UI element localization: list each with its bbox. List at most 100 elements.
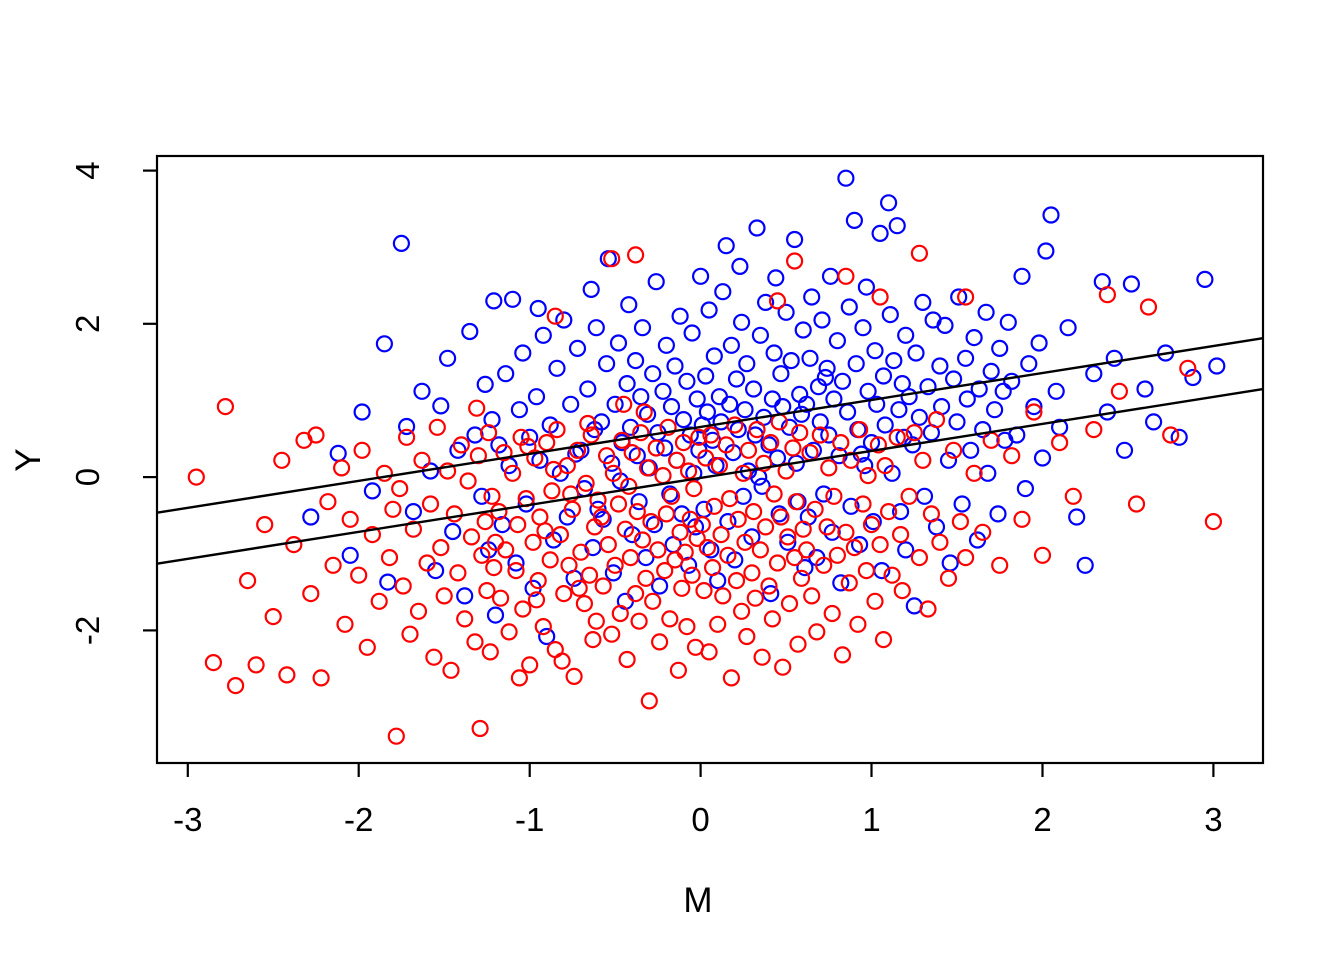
data-point [579, 414, 597, 433]
data-point [890, 401, 908, 419]
data-point [524, 533, 542, 551]
data-point [649, 541, 667, 559]
data-point [1020, 355, 1038, 373]
data-point [1115, 441, 1134, 459]
data-point [1144, 413, 1163, 431]
data-point [700, 301, 718, 319]
data-point [683, 566, 701, 584]
data-point [227, 676, 245, 695]
data-point [868, 395, 886, 413]
data-point [1003, 447, 1021, 465]
data-point [647, 439, 665, 457]
data-point [956, 288, 975, 306]
data-point [801, 349, 819, 367]
data-point [736, 401, 754, 419]
data-point [428, 418, 446, 436]
data-point [626, 246, 645, 264]
data-point [555, 311, 573, 329]
data-point [626, 584, 645, 603]
data-point [847, 355, 865, 373]
data-point [1030, 334, 1048, 352]
data-point [719, 546, 737, 564]
x-axis: -3 -2 -1 0 1 2 3 [173, 763, 1223, 838]
data-point [615, 395, 633, 413]
data-point [806, 500, 824, 518]
data-point [568, 441, 587, 459]
data-point [1179, 359, 1197, 377]
data-point [825, 487, 843, 505]
data-point [674, 434, 693, 452]
data-point [944, 441, 963, 459]
data-point [994, 382, 1012, 400]
data-point [879, 503, 898, 521]
data-point [478, 581, 496, 600]
data-point [722, 336, 741, 354]
data-point [1110, 382, 1129, 400]
data-point [962, 441, 980, 459]
data-point [729, 510, 747, 528]
data-point [678, 617, 696, 636]
y-tick-label: 2 [69, 315, 106, 333]
data-point [791, 424, 809, 442]
data-point [536, 522, 554, 540]
data-point [970, 380, 988, 398]
data-point [632, 388, 650, 406]
data-point [462, 528, 481, 546]
data-point [384, 500, 402, 518]
data-point [985, 401, 1004, 419]
data-point [897, 326, 915, 344]
data-point [656, 439, 674, 457]
data-point [751, 326, 770, 344]
data-point [594, 577, 612, 595]
data-point [503, 464, 522, 482]
y-axis-label: Y [9, 448, 48, 471]
data-point [871, 535, 889, 554]
data-point [857, 561, 876, 580]
data-point [635, 403, 653, 421]
data-point [358, 638, 376, 656]
data-point [956, 548, 975, 567]
data-point [485, 292, 503, 310]
data-point [837, 267, 855, 285]
data-point [538, 434, 556, 452]
data-point [763, 390, 782, 408]
data-point [650, 577, 669, 595]
data-point [1064, 487, 1082, 505]
data-point [640, 692, 658, 710]
data-point [509, 515, 527, 534]
data-point [840, 574, 858, 592]
data-point [541, 551, 559, 569]
data-point [893, 375, 911, 393]
data-point [568, 339, 587, 357]
data-point [768, 292, 787, 310]
data-point [363, 525, 381, 544]
data-point [606, 556, 624, 574]
data-point [529, 571, 547, 590]
data-point [449, 564, 467, 582]
data-point [597, 355, 616, 373]
data-point [818, 518, 836, 536]
data-point [584, 630, 602, 649]
data-point [974, 421, 992, 439]
data-point [380, 548, 399, 567]
data-point [666, 551, 684, 569]
data-point [891, 503, 910, 521]
data-point [673, 579, 691, 597]
data-point [473, 546, 491, 564]
data-point [1013, 510, 1031, 528]
data-point [753, 477, 771, 495]
data-point [881, 306, 899, 324]
data-point [1003, 372, 1021, 390]
data-point [779, 533, 797, 551]
data-point [534, 617, 552, 636]
data-point [897, 541, 915, 559]
data-point [459, 472, 477, 490]
data-point [744, 380, 763, 398]
x-tick-label: -1 [515, 801, 544, 838]
data-point [575, 594, 594, 613]
data-point [647, 273, 665, 291]
data-point [712, 525, 730, 544]
data-point [392, 234, 410, 252]
data-point [679, 462, 698, 480]
data-point [683, 324, 701, 342]
